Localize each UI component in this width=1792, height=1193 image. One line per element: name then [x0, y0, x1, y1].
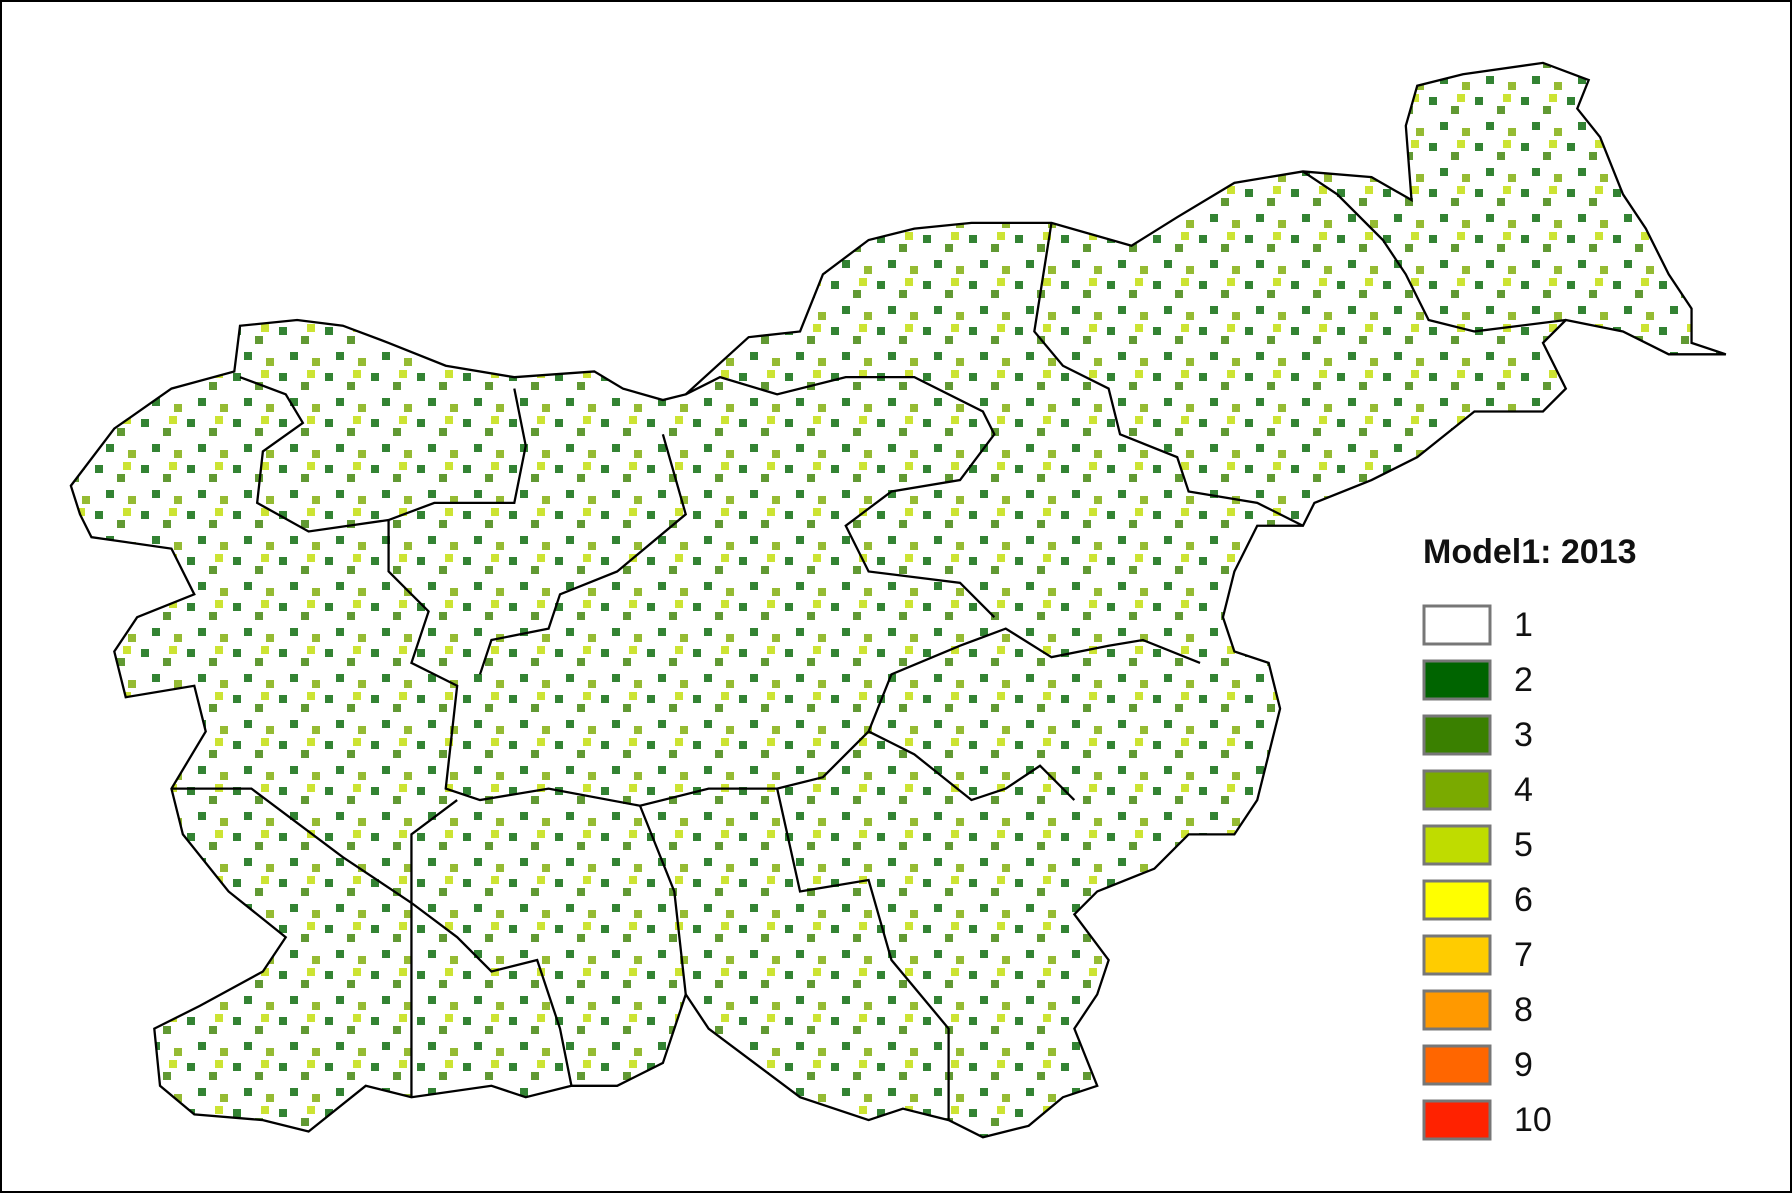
region-border	[410, 788, 950, 1121]
legend-label: 3	[1514, 716, 1533, 754]
legend: 1 2 3 4 5 6 7 8 9 10	[1422, 604, 1552, 1141]
legend-swatch	[1422, 769, 1492, 811]
legend-label: 1	[1514, 606, 1533, 644]
region-border	[171, 787, 573, 1086]
legend-swatch	[1422, 989, 1492, 1031]
legend-label: 5	[1514, 826, 1533, 864]
legend-swatch	[1422, 879, 1492, 921]
region-border	[685, 375, 996, 618]
region-border	[387, 520, 1201, 807]
region-border	[478, 433, 688, 675]
legend-label: 4	[1514, 771, 1533, 809]
legend-swatch	[1422, 659, 1492, 701]
borders	[69, 61, 1727, 1139]
legend-swatch	[1422, 604, 1492, 646]
region-border	[1302, 170, 1566, 333]
legend-swatch	[1422, 934, 1492, 976]
legend-label: 2	[1514, 661, 1533, 699]
legend-swatch	[1422, 1044, 1492, 1086]
region-border	[239, 376, 527, 533]
legend-label: 10	[1514, 1101, 1552, 1139]
legend-label: 7	[1514, 936, 1533, 974]
legend-swatch	[1422, 714, 1492, 756]
legend-swatch	[1422, 1099, 1492, 1141]
legend-label: 8	[1514, 991, 1533, 1029]
region-border	[1033, 222, 1304, 527]
legend-title: Model1: 2013	[1423, 533, 1637, 571]
legend-label: 6	[1514, 881, 1533, 919]
legend-label: 9	[1514, 1046, 1533, 1084]
legend-swatch	[1422, 824, 1492, 866]
region-border	[868, 730, 1076, 802]
